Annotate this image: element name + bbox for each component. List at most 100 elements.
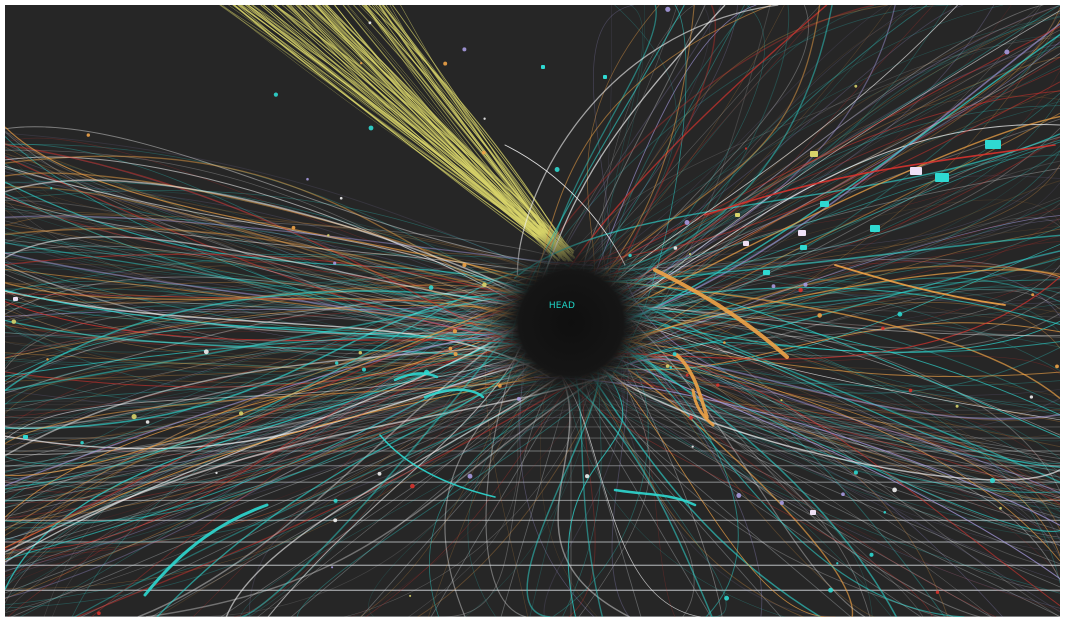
data-node-marker [327,234,330,237]
data-node-marker [669,366,672,369]
yellow-strand [381,5,567,249]
flow-strand [5,302,518,562]
data-node-marker [131,414,137,420]
data-node-marker [335,361,339,365]
flow-strand [5,303,522,367]
central-void [476,228,666,418]
data-node-marker [691,445,694,448]
highlighted-strand [653,268,789,359]
yellow-strand [352,5,565,261]
flow-strand [629,358,1060,420]
yellow-strand [239,5,574,263]
data-node-marker [443,61,448,66]
data-node-marker [428,285,434,290]
flow-strand [627,266,1060,584]
data-node-marker [897,311,903,317]
flow-strand [612,226,1060,317]
data-node-marker [685,373,689,377]
data-node-marker [771,284,776,289]
flow-strand [618,5,833,271]
flow-strand [5,126,560,266]
highlighted-strand [423,388,485,399]
flow-strand [5,155,539,305]
data-node-marker [744,147,748,150]
vr-visualization-viewport[interactable]: HEAD [5,5,1060,617]
data-node-marker [724,595,730,601]
flow-strand [608,355,1060,375]
data-node-marker [955,404,959,408]
data-node-marker [985,140,1001,149]
data-node-marker [989,477,996,484]
data-node-marker [516,396,521,401]
flow-strand [5,355,547,599]
data-node-marker [828,587,834,593]
flow-strand [606,219,1060,342]
flow-strand [594,105,1060,276]
data-node-marker [203,349,209,355]
data-node-marker [424,369,430,375]
flow-strand [5,380,537,524]
data-node-marker [869,552,874,557]
flow-strand [604,228,1060,351]
data-node-marker [482,282,487,287]
data-node-marker [935,173,949,182]
data-node-marker [339,196,343,200]
data-node-marker [735,213,740,217]
data-node-marker [1055,364,1059,369]
data-node-marker [723,341,726,344]
highlighted-strand [675,353,709,419]
flow-strand [611,381,1060,541]
data-node-marker [881,326,885,331]
flow-strand [145,378,596,617]
data-node-marker [1029,395,1034,399]
yellow-strand [232,5,565,251]
flow-strand [516,5,779,276]
flow-strand [605,215,1060,363]
flow-strand [435,379,555,617]
yellow-strand [392,5,561,260]
data-node-marker [935,590,940,594]
data-node-marker [481,150,486,155]
highlighted-strand [379,434,496,498]
flow-strand [628,369,853,617]
data-node-marker [554,167,560,172]
highlighted-strand [834,264,1006,306]
data-node-marker [467,473,473,479]
highlighted-strand [704,144,1056,216]
flow-strand [623,5,765,302]
data-node-marker [483,117,486,120]
data-node-marker [1031,293,1035,297]
flow-strand [5,229,533,273]
network-flow-scene [5,5,1060,617]
data-node-marker [688,253,692,256]
data-node-marker [665,6,671,12]
data-node-marker [810,510,816,515]
flow-strand [5,288,523,571]
data-node-markers [11,6,1059,616]
data-node-marker [360,62,363,65]
flow-strand [5,314,521,435]
flow-strand [5,356,521,599]
data-node-marker [358,350,363,355]
data-node-marker [628,253,632,258]
yellow-strand [358,5,564,253]
flow-strand [561,366,1060,510]
data-node-marker [361,367,367,372]
flow-strand [43,272,528,617]
flow-strand [5,241,518,374]
data-node-marker [800,245,807,250]
data-node-marker [448,346,453,351]
data-node-marker [743,241,749,246]
flow-strand [611,5,1042,346]
data-node-marker [803,282,808,287]
data-node-marker [763,270,770,275]
data-node-marker [798,287,803,293]
flow-strand [5,168,519,326]
highlighted-strand [691,388,715,427]
flow-strand [595,20,1060,320]
data-node-marker [86,133,90,137]
data-node-marker [145,420,150,424]
flow-strand [628,337,1060,533]
flow-strand [5,263,550,347]
data-node-marker [50,187,53,190]
